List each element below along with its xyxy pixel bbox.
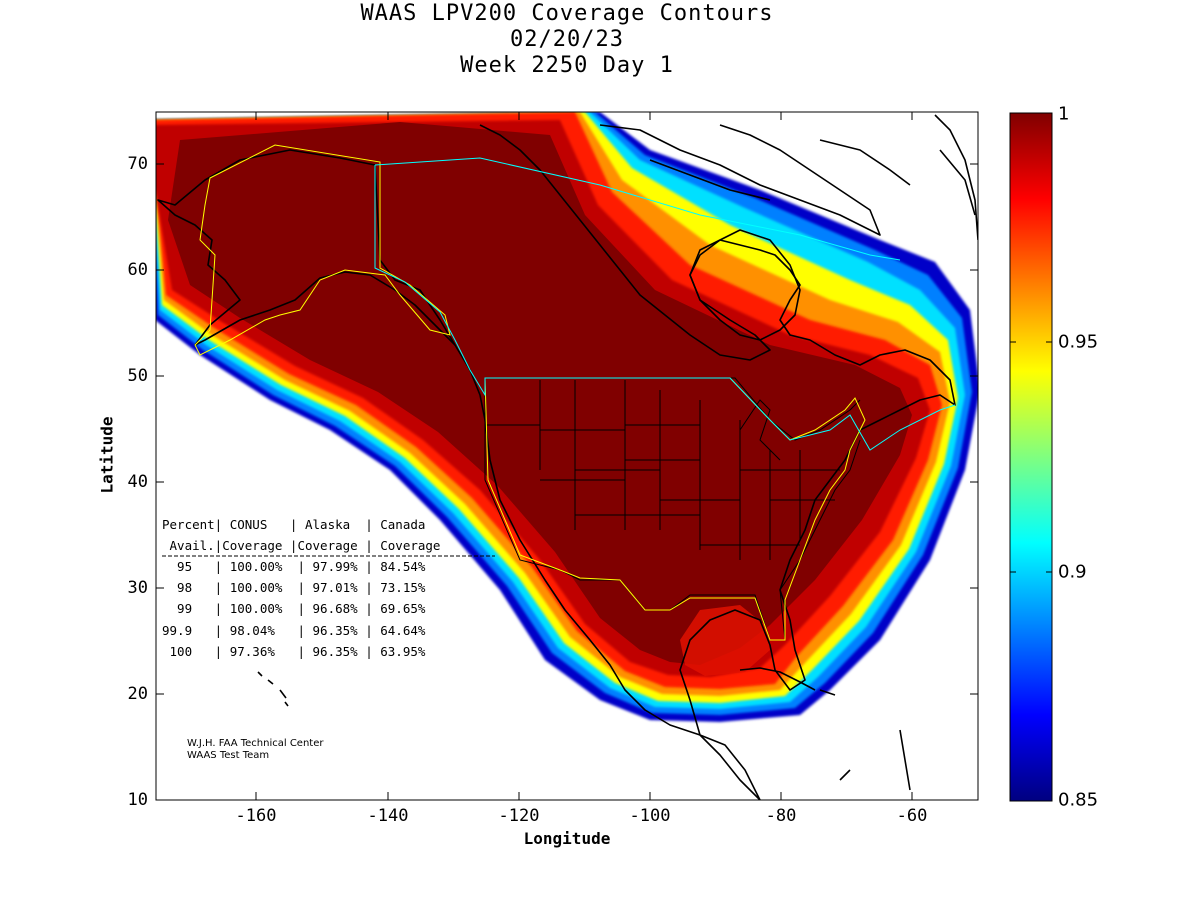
colorbar-tick-label: 1 [1058, 103, 1070, 125]
y-axis-label: Latitude [97, 416, 117, 494]
colorbar [1009, 112, 1053, 802]
central-america [699, 734, 761, 800]
x-tick-label: -160 [235, 806, 277, 826]
y-tick-label: 10 [127, 790, 148, 810]
table-header: Percent| CONUS | Alaska | Canada [162, 517, 426, 532]
x-axis-label: Longitude [523, 829, 611, 848]
colorbar-ticks [1010, 341, 1052, 573]
gulf-warm-patch [680, 605, 770, 676]
y-tick-label: 40 [127, 472, 148, 492]
table-row: 99.9 | 98.04% | 96.35% | 64.64% [162, 623, 426, 638]
x-tick-label: -60 [896, 806, 928, 826]
hawaii-islands [257, 671, 289, 707]
table-row: 98 | 100.00% | 97.01% | 73.15% [162, 580, 426, 595]
colorbar-tick-label: 0.9 [1058, 561, 1087, 583]
cuba-outline [739, 667, 816, 691]
credit-line: W.J.H. FAA Technical Center [187, 738, 324, 749]
plot-frame [155, 111, 979, 801]
arctic-islands [599, 124, 976, 236]
hudson-bay-outline [689, 229, 801, 341]
y-tick-label: 70 [127, 154, 148, 174]
table-row: 95 | 100.00% | 97.99% | 84.54% [162, 559, 426, 574]
colorbar-tick-label: 0.95 [1058, 331, 1099, 353]
greenland-outline [934, 114, 978, 241]
y-tick-label: 50 [127, 366, 148, 386]
x-tick-label: -80 [765, 806, 797, 826]
x-tick-label: -100 [629, 806, 671, 826]
service-area-borders [194, 144, 956, 641]
axis-ticks [156, 112, 978, 800]
coastlines [157, 114, 978, 800]
x-tick-label: -120 [498, 806, 540, 826]
map-date: 02/20/23 [510, 27, 624, 52]
credit-line: WAAS Test Team [187, 750, 270, 761]
y-tick-label: 30 [127, 578, 148, 598]
map-title: WAAS LPV200 Coverage Contours [360, 1, 774, 26]
alaska-outline [157, 149, 456, 346]
colorbar-tick-label: 0.85 [1058, 789, 1099, 811]
north-america-coast [454, 124, 956, 800]
state-boundaries [484, 377, 861, 641]
y-tick-label: 20 [127, 684, 148, 704]
x-tick-label: -140 [367, 806, 409, 826]
table-subheader: Avail.|Coverage |Coverage | Coverage [162, 538, 441, 553]
map-week-day: Week 2250 Day 1 [460, 53, 674, 78]
table-row: 99 | 100.00% | 96.68% | 69.65% [162, 601, 426, 616]
y-tick-label: 60 [127, 260, 148, 280]
caribbean-islands [819, 689, 911, 791]
coverage-contours [156, 112, 978, 800]
table-row: 100 | 97.36% | 96.35% | 63.95% [162, 644, 426, 659]
